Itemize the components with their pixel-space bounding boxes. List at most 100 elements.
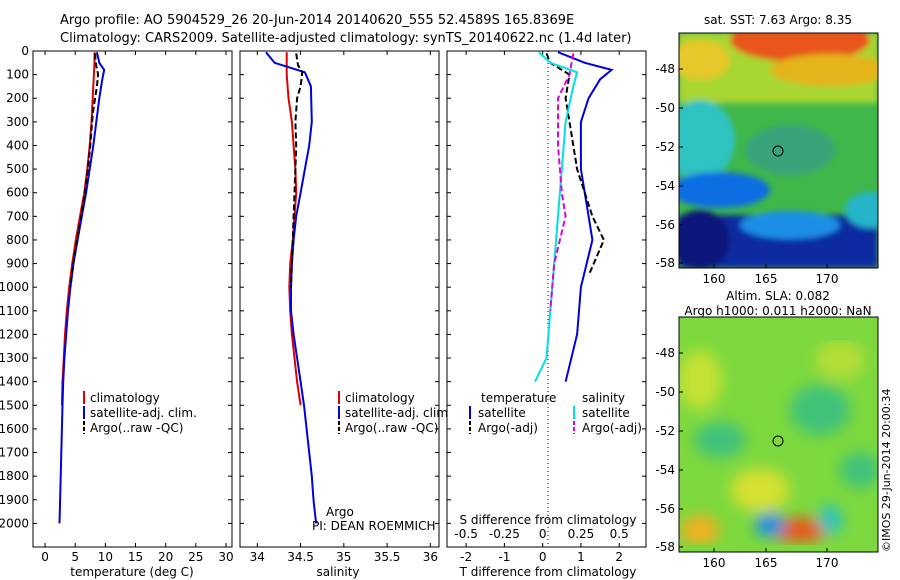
y-tick-label: 800 (6, 233, 29, 247)
legend-satellite-2: satellite-adj. clim. (345, 406, 452, 420)
salinity-axis: 34 34.5 35 35.5 36 (240, 50, 439, 564)
y-tick-label: 600 (6, 186, 29, 200)
x-tick-label: 25 (188, 550, 203, 564)
y-tick-label: 1800 (0, 469, 29, 483)
sla-map-frame (678, 316, 879, 553)
imos-timestamp: ©IMOS 29-Jun-2014 20:00:34 (880, 388, 893, 552)
s-difference-label: S difference from climatology (460, 513, 637, 527)
x-tick-label: 34 (250, 550, 265, 564)
x-tick-label: 30 (218, 550, 233, 564)
y-tick-label: 700 (6, 209, 29, 223)
y-tick-label: 1500 (0, 398, 29, 412)
s-tick-label: 0 (539, 527, 547, 541)
y-tick-label: 1600 (0, 422, 29, 436)
legend-s-argo: Argo(-adj) (582, 421, 642, 435)
map-y-label: -58 (655, 256, 675, 270)
difference-lines (534, 51, 614, 383)
x-tick-label: 36 (423, 550, 438, 564)
legend-argo-2: Argo(..raw -QC) (345, 421, 438, 435)
s-tick-label: 0.5 (610, 527, 629, 541)
map-y-label: -56 (655, 502, 675, 516)
series-line-s-satellite (534, 51, 579, 383)
y-tick-label: 1000 (0, 280, 29, 294)
sst-map-title: sat. SST: 7.63 Argo: 8.35 (704, 13, 852, 27)
difference-legend: temperature salinity satellite Argo(-adj… (469, 391, 642, 435)
map-x-label: 160 (703, 556, 726, 570)
x-tick-label: 10 (98, 550, 113, 564)
x-tick-label: -2 (460, 550, 472, 564)
y-tick-label: 500 (6, 162, 29, 176)
sla-map-title-1: Altim. SLA: 0.082 (726, 289, 830, 303)
argo-annotation: Argo (326, 505, 354, 519)
s-tick-label: -0.5 (454, 527, 477, 541)
map-y-label: -48 (655, 62, 675, 76)
temperature-legend: climatology satellite-adj. clim. Argo(..… (83, 391, 197, 435)
map-y-label: -58 (655, 540, 675, 554)
y-tick-label: 400 (6, 138, 29, 152)
y-tick-label: 0 (21, 44, 29, 58)
s-tick-label: -0.25 (489, 527, 520, 541)
map-y-label: -54 (655, 463, 675, 477)
map-y-label: -50 (655, 385, 675, 399)
x-tick-label: 35 (336, 550, 351, 564)
map-x-label: 160 (703, 272, 726, 286)
difference-xlabel: T difference from climatology (459, 565, 637, 579)
y-tick-label: 200 (6, 91, 29, 105)
map-y-label: -50 (655, 101, 675, 115)
temperature-xlabel: temperature (deg C) (70, 565, 193, 579)
map-x-label: 170 (816, 272, 839, 286)
y-tick-label: 1100 (0, 304, 29, 318)
series-line-t-satellite (557, 51, 614, 382)
legend-t-satellite: satellite (478, 406, 526, 420)
map-y-label: -52 (655, 140, 675, 154)
header-line2: Climatology: CARS2009. Satellite-adjuste… (60, 31, 632, 46)
map-y-label: -48 (655, 346, 675, 360)
y-tick-label: 100 (6, 68, 29, 82)
x-tick-label: 34.5 (287, 550, 314, 564)
salinity-lines (265, 51, 318, 524)
y-tick-label: 1900 (0, 493, 29, 507)
legend-salinity-title: salinity (582, 391, 625, 405)
x-tick-label: 2 (615, 550, 623, 564)
y-tick-label: 1700 (0, 446, 29, 460)
pi-annotation: PI: DEAN ROEMMICH (312, 519, 435, 533)
sst-map-axes: -48 -50 -52 -54 -56 -58 160 165 170 (655, 62, 838, 286)
temperature-lines (58, 51, 106, 524)
series-line-s-argo-adj- (549, 53, 575, 311)
map-x-label: 170 (816, 556, 839, 570)
depth-axis: 0 100 200 300 400 500 600 700 800 900 1000 1100 1200… (0, 44, 29, 530)
series-line-argo-raw-qc- (69, 53, 100, 288)
x-tick-label: 0 (539, 550, 547, 564)
x-tick-label: 0 (41, 550, 49, 564)
legend-t-argo: Argo(-adj) (478, 421, 538, 435)
salinity-xlabel: salinity (316, 565, 359, 579)
map-y-label: -52 (655, 424, 675, 438)
y-tick-label: 300 (6, 115, 29, 129)
sla-map-title-2: Argo h1000: 0.011 h2000: NaN (684, 304, 871, 318)
sst-map (679, 33, 878, 268)
map-x-label: 165 (755, 556, 778, 570)
map-x-label: 165 (755, 272, 778, 286)
x-tick-label: 1 (577, 550, 585, 564)
y-tick-label: 1200 (0, 327, 29, 341)
x-tick-label: 5 (71, 550, 79, 564)
legend-climatology-2: climatology (345, 391, 415, 405)
legend-temperature-title: temperature (481, 391, 556, 405)
y-tick-label: 1300 (0, 351, 29, 365)
salinity-panel-frame (239, 50, 440, 548)
temperature-axis: 0 5 10 15 20 25 30 (33, 50, 234, 564)
difference-panel-frame (446, 50, 647, 548)
s-tick-label: 0.25 (568, 527, 595, 541)
y-tick-label: 1400 (0, 375, 29, 389)
series-line-argo-raw-qc- (290, 53, 304, 288)
legend-argo-1: Argo(..raw -QC) (90, 421, 183, 435)
map-y-label: -54 (655, 179, 675, 193)
y-tick-label: 2000 (0, 516, 29, 530)
temperature-panel-frame (32, 50, 233, 548)
map-y-label: -56 (655, 218, 675, 232)
y-tick-label: 900 (6, 257, 29, 271)
x-tick-label: -1 (498, 550, 510, 564)
legend-s-satellite: satellite (582, 406, 630, 420)
x-tick-label: 15 (128, 550, 143, 564)
